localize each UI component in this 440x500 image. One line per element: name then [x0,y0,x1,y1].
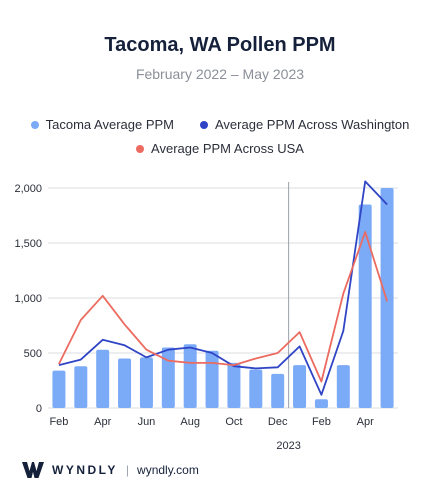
legend-row-2: Average PPM Across USA [0,141,440,156]
legend-swatch-washington [200,120,208,129]
bar [358,204,372,408]
y-tick-label: 500 [24,348,42,360]
legend-item-tacoma: Tacoma Average PPM [30,117,174,132]
series-line-usa [58,231,388,383]
x-tick-label: Dec [268,416,288,428]
x-tick-label: Aug [180,416,200,428]
footer-url[interactable]: wyndly.com [137,463,199,477]
legend-swatch-tacoma [30,120,39,129]
footer-separator: | [125,463,130,477]
bar [227,362,241,408]
series-line-washington [58,180,388,396]
bar [161,347,175,408]
legend-label-usa: Average PPM Across USA [151,141,304,156]
y-tick-label: 0 [36,403,42,415]
bar [118,358,132,408]
bar [293,365,307,408]
x-tick-label: Feb [312,416,331,428]
bar [314,399,328,408]
bar [380,188,394,408]
x-tick-label: Oct [225,416,242,428]
legend-label-tacoma: Tacoma Average PPM [45,117,174,132]
legend-item-washington: Average PPM Across Washington [200,117,409,132]
x-tick-label: Apr [94,416,111,428]
footer: WYNDLY | wyndly.com [22,462,199,478]
x-tick-label: Apr [357,416,374,428]
bar [271,373,285,408]
bar [205,350,219,408]
bar [336,365,350,408]
bar [52,370,66,408]
bar [249,369,263,408]
footer-logo-text: WYNDLY [52,463,118,477]
legend-label-washington: Average PPM Across Washington [215,117,410,132]
x-tick-label: Feb [49,416,68,428]
bar [74,366,88,408]
year-label: 2023 [276,440,300,452]
x-tick-label: Jun [138,416,156,428]
legend: Tacoma Average PPM Average PPM Across Wa… [0,117,440,132]
y-tick-label: 2,000 [14,183,42,195]
legend-item-usa: Average PPM Across USA [136,141,304,156]
wyndly-logo-icon [22,462,44,478]
bar [183,344,197,408]
bar [96,349,110,408]
y-tick-label: 1,000 [14,293,42,305]
chart-title: Tacoma, WA Pollen PPM [104,34,336,56]
chart-subtitle: February 2022 – May 2023 [135,66,305,82]
bar [139,357,153,408]
y-tick-label: 1,500 [14,238,42,250]
legend-swatch-usa [136,144,145,153]
